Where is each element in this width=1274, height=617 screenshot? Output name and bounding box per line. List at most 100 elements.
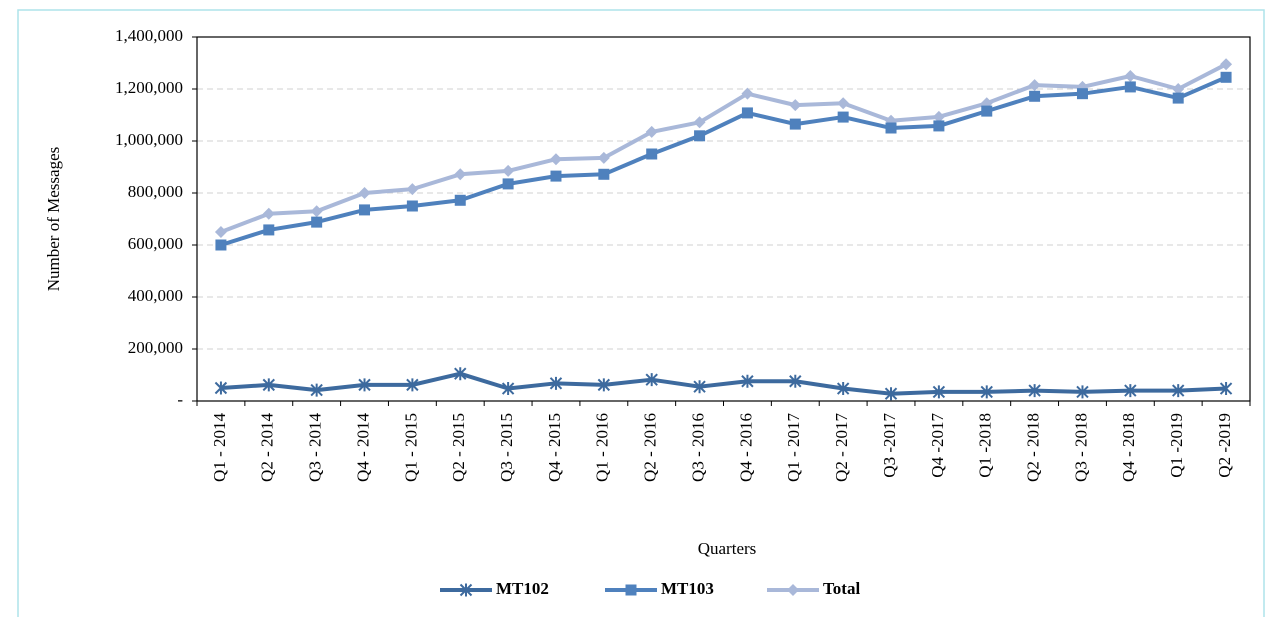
legend-label: MT103 [661,579,714,598]
x-tick-label: Q2 - 2018 [1024,413,1043,482]
marker [549,153,562,166]
marker [311,216,323,228]
marker [1076,88,1088,100]
marker [502,164,515,177]
marker [550,170,562,182]
marker [694,130,706,142]
y-axis-title: Number of Messages [44,147,63,291]
marker [359,204,371,216]
marker [932,385,946,399]
x-tick-label: Q2 - 2017 [832,413,851,482]
x-tick-label: Q3 - 2014 [306,413,325,482]
marker [597,151,610,164]
legend-marker [787,584,799,596]
marker [598,168,610,180]
marker [310,205,323,218]
marker [646,148,658,160]
x-tick-label: Q2 - 2015 [449,413,468,482]
marker [310,383,323,397]
x-tick-label: Q4 - 2015 [545,413,564,482]
marker [597,378,611,392]
marker [1172,92,1184,104]
series-line [220,371,1227,396]
marker [1171,384,1185,398]
marker [454,168,467,181]
marker [981,105,993,117]
marker [1029,90,1041,102]
marker [741,87,754,100]
x-tick-label: Q2 -2019 [1215,413,1234,478]
marker [1028,384,1041,398]
marker [358,378,371,392]
x-tick-label: Q1 -2019 [1167,413,1186,478]
x-tick-label: Q4 -2017 [928,413,947,478]
marker [502,178,514,190]
marker [406,378,419,392]
x-tick-label: Q4 - 2014 [353,413,372,482]
x-tick-label: Q4 - 2016 [736,413,755,482]
marker [549,376,563,390]
legend-marker [459,583,473,597]
marker [215,239,227,251]
legend-marker [625,584,637,596]
x-tick-label: Q2 - 2014 [258,413,277,482]
x-tick-label: Q3 - 2016 [688,413,707,482]
marker [837,111,849,123]
marker [1220,58,1233,71]
chart-border [17,9,1265,617]
marker [932,110,945,123]
marker [454,194,466,206]
x-tick-label: Q1 - 2015 [401,413,420,482]
x-tick-label: Q1 - 2016 [593,413,612,482]
legend-label: Total [823,579,860,598]
marker [837,97,850,110]
y-tick-label: 200,000 [128,338,183,357]
series-line [220,75,1227,247]
y-tick-label: 1,200,000 [115,78,183,97]
y-tick-label: 800,000 [128,182,183,201]
x-tick-label: Q1 - 2017 [784,413,803,482]
marker [1124,81,1136,93]
marker [836,382,850,396]
x-tick-label: Q4 - 2018 [1119,413,1138,482]
marker [741,107,753,119]
marker [1219,382,1233,396]
marker [933,120,945,132]
marker [1124,70,1137,82]
marker [645,125,658,138]
marker [406,200,418,212]
marker [262,378,276,392]
marker [501,382,515,396]
marker [741,374,754,388]
marker [885,122,897,134]
x-tick-label: Q1 - 2014 [210,413,229,482]
y-tick-label: - [177,390,183,409]
y-tick-label: 1,400,000 [115,26,183,45]
marker [884,387,898,401]
marker [358,187,371,199]
marker [454,367,467,381]
marker [262,207,275,220]
x-tick-label: Q1 -2018 [976,413,995,478]
marker [789,374,802,388]
marker [214,381,228,395]
marker [645,373,658,387]
marker [693,380,706,394]
marker [263,224,275,236]
x-tick-label: Q3 -2017 [880,413,899,478]
marker [406,183,419,196]
marker [1028,79,1041,92]
marker [1076,385,1089,399]
marker [693,116,706,129]
marker [789,118,801,130]
x-axis-title: Quarters [698,539,757,558]
marker [214,226,227,238]
y-tick-label: 1,000,000 [115,130,183,149]
series-line [220,62,1227,234]
marker [789,99,802,112]
y-tick-label: 400,000 [128,286,183,305]
x-tick-label: Q3 - 2015 [497,413,516,482]
marker [1124,384,1137,398]
marker [980,385,993,399]
